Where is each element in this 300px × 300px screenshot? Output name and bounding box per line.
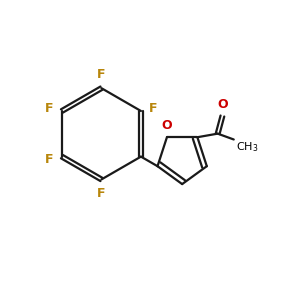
Text: O: O xyxy=(218,98,228,111)
Text: F: F xyxy=(45,101,54,115)
Text: O: O xyxy=(161,119,172,132)
Text: F: F xyxy=(97,68,106,80)
Text: F: F xyxy=(149,101,158,115)
Text: F: F xyxy=(97,187,106,200)
Text: F: F xyxy=(45,153,54,166)
Text: CH$_3$: CH$_3$ xyxy=(236,141,259,154)
